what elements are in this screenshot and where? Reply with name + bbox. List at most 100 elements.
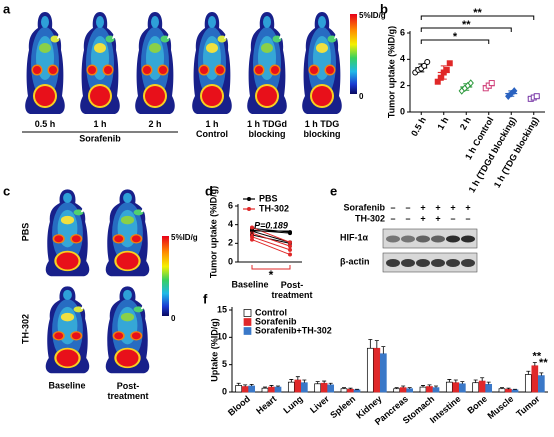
blot-band bbox=[386, 235, 400, 243]
bar bbox=[452, 382, 460, 393]
kidney-core bbox=[114, 332, 124, 340]
pet-image bbox=[302, 12, 346, 114]
x-tick-label: Spleen bbox=[328, 394, 357, 421]
image-label: 0.5 h bbox=[34, 119, 56, 129]
arrow-head bbox=[224, 33, 230, 39]
bar bbox=[287, 381, 295, 393]
legend-label: PBS bbox=[259, 193, 278, 203]
head-uptake bbox=[151, 16, 159, 28]
heart-uptake bbox=[60, 312, 75, 322]
y-tick-label: 0 bbox=[228, 256, 233, 266]
bar bbox=[261, 387, 269, 393]
head-uptake bbox=[318, 16, 326, 28]
treatment-mark: + bbox=[420, 213, 425, 223]
arrow-head bbox=[57, 33, 63, 39]
error-bar bbox=[394, 387, 399, 389]
heart-uptake bbox=[261, 43, 273, 53]
bar bbox=[511, 389, 519, 393]
treatment-label: Sorafenib bbox=[343, 202, 385, 212]
heart-uptake bbox=[316, 43, 328, 53]
blot bbox=[382, 228, 478, 249]
error-bar bbox=[315, 381, 320, 384]
bar bbox=[485, 383, 493, 393]
bar bbox=[314, 383, 322, 393]
error-bar bbox=[539, 372, 544, 376]
kidney-core bbox=[200, 66, 208, 74]
bar bbox=[340, 388, 348, 393]
significance-bracket bbox=[420, 39, 490, 44]
kidney-core bbox=[114, 235, 124, 243]
kidney-core bbox=[131, 332, 141, 340]
group-label: Sorafenib bbox=[79, 133, 121, 143]
error-bar bbox=[401, 385, 406, 388]
error-bar bbox=[302, 379, 307, 383]
pet-image bbox=[192, 12, 236, 114]
error-bar bbox=[526, 370, 531, 375]
legend-swatch bbox=[243, 327, 252, 335]
image-label: 1 h bbox=[93, 119, 107, 129]
arrow-head bbox=[167, 33, 173, 39]
data-point bbox=[250, 237, 254, 242]
bar bbox=[458, 383, 466, 393]
tumor-uptake bbox=[133, 306, 144, 313]
blot-band bbox=[401, 259, 415, 267]
bar bbox=[537, 375, 545, 393]
bladder-core bbox=[312, 86, 332, 106]
y-tick-label: 10 bbox=[217, 332, 227, 342]
error-bar bbox=[269, 385, 274, 388]
error-bar bbox=[460, 381, 465, 384]
annotation: P=0.189 bbox=[254, 220, 288, 230]
image-label: 2 h bbox=[148, 119, 162, 129]
bar bbox=[419, 386, 427, 393]
kidney-core bbox=[104, 66, 112, 74]
band-label: HIF-1α bbox=[340, 232, 369, 242]
head-uptake bbox=[208, 16, 216, 28]
significance-label: * bbox=[453, 31, 458, 43]
bar bbox=[373, 347, 381, 393]
significance-bracket bbox=[420, 15, 535, 20]
error-bar bbox=[355, 388, 359, 390]
data-point bbox=[250, 234, 254, 239]
heart-uptake bbox=[149, 43, 161, 53]
y-tick-label: 4 bbox=[228, 219, 233, 229]
head-uptake bbox=[63, 289, 72, 301]
bar bbox=[300, 382, 308, 393]
error-bar bbox=[348, 387, 353, 390]
column-label: Post-treatment bbox=[107, 381, 149, 401]
error-bar bbox=[480, 377, 485, 382]
bar bbox=[353, 389, 361, 393]
arrow-head bbox=[334, 33, 340, 39]
image-label: 1 h Control bbox=[196, 119, 228, 139]
legend-marker bbox=[247, 207, 251, 211]
y-tick-label: 15 bbox=[217, 304, 227, 314]
pet-image bbox=[25, 12, 69, 114]
annotation: * bbox=[269, 268, 274, 282]
bar bbox=[347, 388, 354, 393]
error-bar bbox=[532, 362, 537, 366]
bladder-core bbox=[257, 86, 277, 106]
data-point bbox=[288, 244, 292, 249]
heart-uptake bbox=[120, 312, 135, 322]
pet-image bbox=[80, 12, 124, 114]
kidney-core bbox=[33, 66, 41, 74]
kidney-core bbox=[71, 235, 81, 243]
error-bar bbox=[486, 381, 491, 385]
legend-label: TH-302 bbox=[259, 203, 289, 213]
color-bar-max: 5%ID/g bbox=[171, 233, 198, 242]
x-tick-label: Muscle bbox=[486, 394, 516, 421]
bladder-core bbox=[56, 349, 79, 367]
arrow-head bbox=[80, 304, 88, 310]
data-point bbox=[288, 247, 292, 252]
blot-band bbox=[446, 259, 460, 267]
kidney-core bbox=[143, 66, 151, 74]
head-uptake bbox=[123, 289, 132, 301]
bar bbox=[294, 379, 302, 393]
error-bar bbox=[407, 387, 412, 389]
error-bar bbox=[276, 385, 280, 388]
tumor-uptake bbox=[160, 35, 170, 43]
bar bbox=[472, 382, 480, 393]
blot-band bbox=[461, 235, 475, 243]
data-point bbox=[467, 79, 474, 87]
bar bbox=[235, 385, 243, 393]
blot-band bbox=[446, 235, 460, 243]
